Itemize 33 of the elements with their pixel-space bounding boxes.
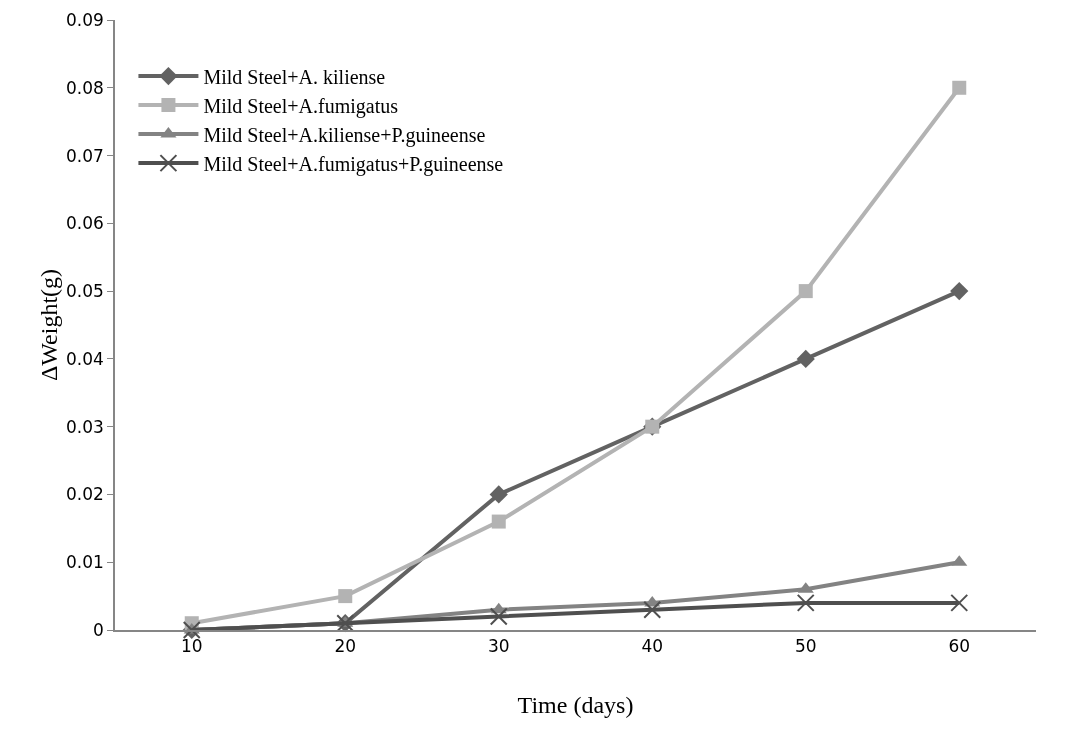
x-tick-label: 30 — [487, 636, 510, 657]
legend-label: Mild Steel+A.kiliense+P.guineense — [203, 123, 486, 147]
y-tick-label: 0.01 — [65, 552, 104, 573]
point — [798, 284, 813, 299]
x-tick-label: 50 — [794, 636, 817, 657]
legend-label: Mild Steel+A. kiliense — [203, 65, 386, 88]
x-tick-label: 60 — [948, 636, 971, 657]
y-tick-label: 0.07 — [65, 145, 104, 166]
point — [796, 349, 815, 368]
point — [950, 593, 969, 612]
point — [338, 589, 353, 604]
y-axis-title: ΔWeight(g) — [35, 268, 62, 382]
point — [491, 514, 506, 529]
x-tick-label: 10 — [180, 636, 203, 657]
x-tick-label: 40 — [641, 636, 664, 657]
point — [952, 80, 967, 95]
point — [643, 600, 662, 619]
x-tick-label: 20 — [334, 636, 357, 657]
legend-label: Mild Steel+A.fumigatus — [203, 94, 399, 118]
point — [796, 593, 815, 612]
y-tick-label: 0.06 — [65, 213, 104, 234]
point — [489, 607, 508, 626]
point — [950, 282, 969, 301]
x-axis-title: Time (days) — [517, 691, 634, 718]
point — [489, 485, 508, 504]
legend-label: Mild Steel+A.fumigatus+P.guineense — [203, 152, 504, 176]
y-tick-label: 0.05 — [65, 281, 104, 302]
y-tick-label: 0.03 — [65, 416, 104, 437]
y-tick-label: 0.02 — [65, 484, 104, 505]
text: 0 — [93, 619, 104, 640]
y-tick-label: 0.04 — [65, 348, 104, 369]
y-tick-label: 0.09 — [65, 9, 104, 30]
y-tick-label: 0.08 — [65, 77, 104, 98]
